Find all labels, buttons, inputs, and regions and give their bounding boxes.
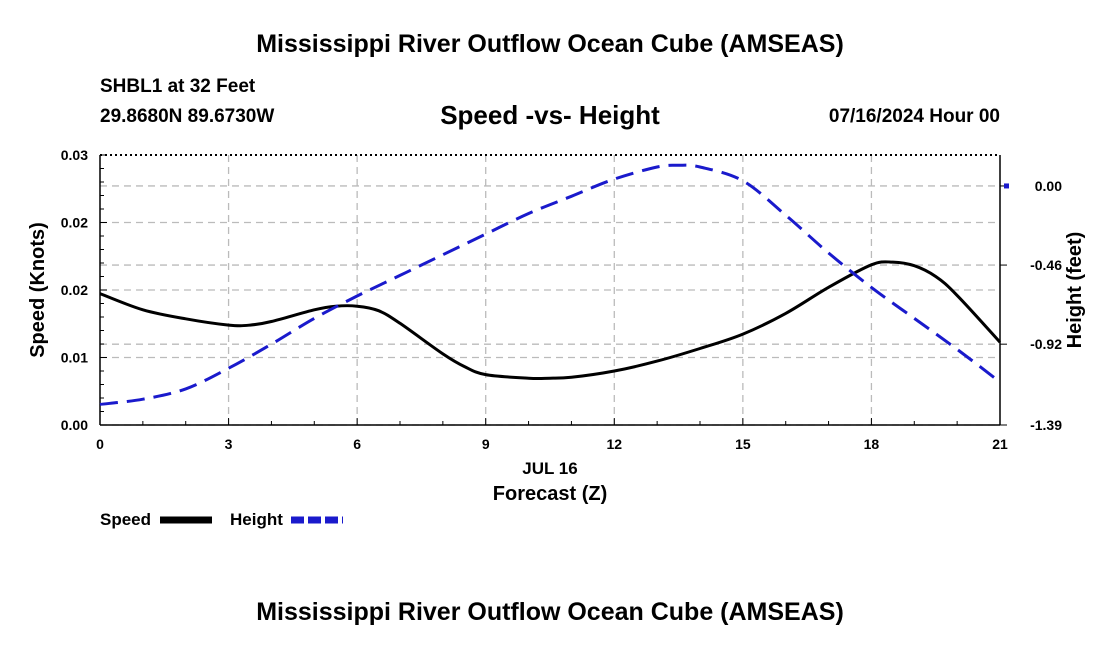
y-right-tick-label: -0.92 bbox=[1030, 336, 1062, 352]
datetime-label: 07/16/2024 Hour 00 bbox=[828, 106, 1000, 127]
y-right-tick-label: 0.00 bbox=[1035, 178, 1062, 194]
y-left-tick-label: 0.03 bbox=[61, 147, 88, 163]
y-left-tick-label: 0.01 bbox=[61, 350, 88, 366]
coordinates-label: 29.8680N 89.6730W bbox=[100, 106, 275, 127]
x-tick-label: 3 bbox=[225, 436, 233, 452]
y-left-tick-label: 0.02 bbox=[61, 215, 88, 231]
chart-subtitle: Speed -vs- Height bbox=[440, 100, 660, 130]
y-right-tick-label: -1.39 bbox=[1030, 417, 1062, 433]
station-label: SHBL1 at 32 Feet bbox=[100, 76, 256, 97]
x-tick-label: 12 bbox=[606, 436, 622, 452]
speed-series-line bbox=[99, 260, 1002, 380]
legend-speed-label: Speed bbox=[100, 510, 151, 529]
height-series-line bbox=[99, 163, 1001, 406]
x-tick-label: 18 bbox=[864, 436, 880, 452]
x-axis-date-label: JUL 16 bbox=[522, 459, 577, 478]
x-tick-label: 21 bbox=[992, 436, 1008, 452]
footer-title: Mississippi River Outflow Ocean Cube (AM… bbox=[256, 598, 844, 626]
x-tick-label: 15 bbox=[735, 436, 751, 452]
x-tick-label: 9 bbox=[482, 436, 490, 452]
y-right-axis-label: Height (feet) bbox=[1064, 232, 1086, 349]
y-left-axis-label: Speed (Knots) bbox=[27, 222, 49, 358]
legend-height-label: Height bbox=[230, 510, 283, 529]
x-tick-label: 0 bbox=[96, 436, 104, 452]
y-left-tick-label: 0.02 bbox=[61, 282, 88, 298]
height-axis-marker bbox=[1004, 183, 1009, 189]
chart-title: Mississippi River Outflow Ocean Cube (AM… bbox=[256, 30, 844, 58]
x-axis-label: Forecast (Z) bbox=[493, 483, 607, 505]
y-right-tick-label: -0.46 bbox=[1030, 257, 1062, 273]
y-left-tick-label: 0.00 bbox=[61, 417, 88, 433]
x-tick-label: 6 bbox=[353, 436, 361, 452]
